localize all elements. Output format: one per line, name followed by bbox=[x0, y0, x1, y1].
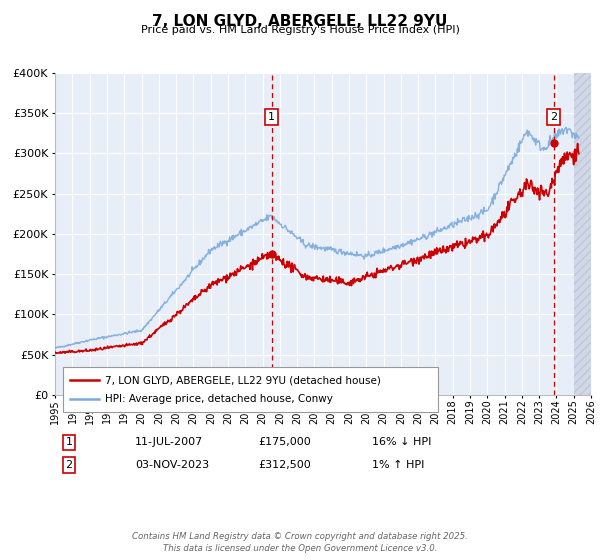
Text: 1: 1 bbox=[65, 437, 73, 447]
Text: 2: 2 bbox=[550, 112, 557, 122]
Text: 03-NOV-2023: 03-NOV-2023 bbox=[135, 460, 209, 470]
Text: 7, LON GLYD, ABERGELE, LL22 9YU: 7, LON GLYD, ABERGELE, LL22 9YU bbox=[152, 14, 448, 29]
Text: HPI: Average price, detached house, Conwy: HPI: Average price, detached house, Conw… bbox=[105, 394, 333, 404]
Bar bbox=[574, 73, 591, 395]
Text: £175,000: £175,000 bbox=[258, 437, 311, 447]
Text: 7, LON GLYD, ABERGELE, LL22 9YU (detached house): 7, LON GLYD, ABERGELE, LL22 9YU (detache… bbox=[105, 375, 381, 385]
Text: £312,500: £312,500 bbox=[258, 460, 311, 470]
Text: 11-JUL-2007: 11-JUL-2007 bbox=[135, 437, 203, 447]
Text: Contains HM Land Registry data © Crown copyright and database right 2025.
This d: Contains HM Land Registry data © Crown c… bbox=[132, 532, 468, 553]
Text: Price paid vs. HM Land Registry's House Price Index (HPI): Price paid vs. HM Land Registry's House … bbox=[140, 25, 460, 35]
Text: 16% ↓ HPI: 16% ↓ HPI bbox=[372, 437, 431, 447]
Text: 1% ↑ HPI: 1% ↑ HPI bbox=[372, 460, 424, 470]
Text: 1: 1 bbox=[268, 112, 275, 122]
Text: 2: 2 bbox=[65, 460, 73, 470]
